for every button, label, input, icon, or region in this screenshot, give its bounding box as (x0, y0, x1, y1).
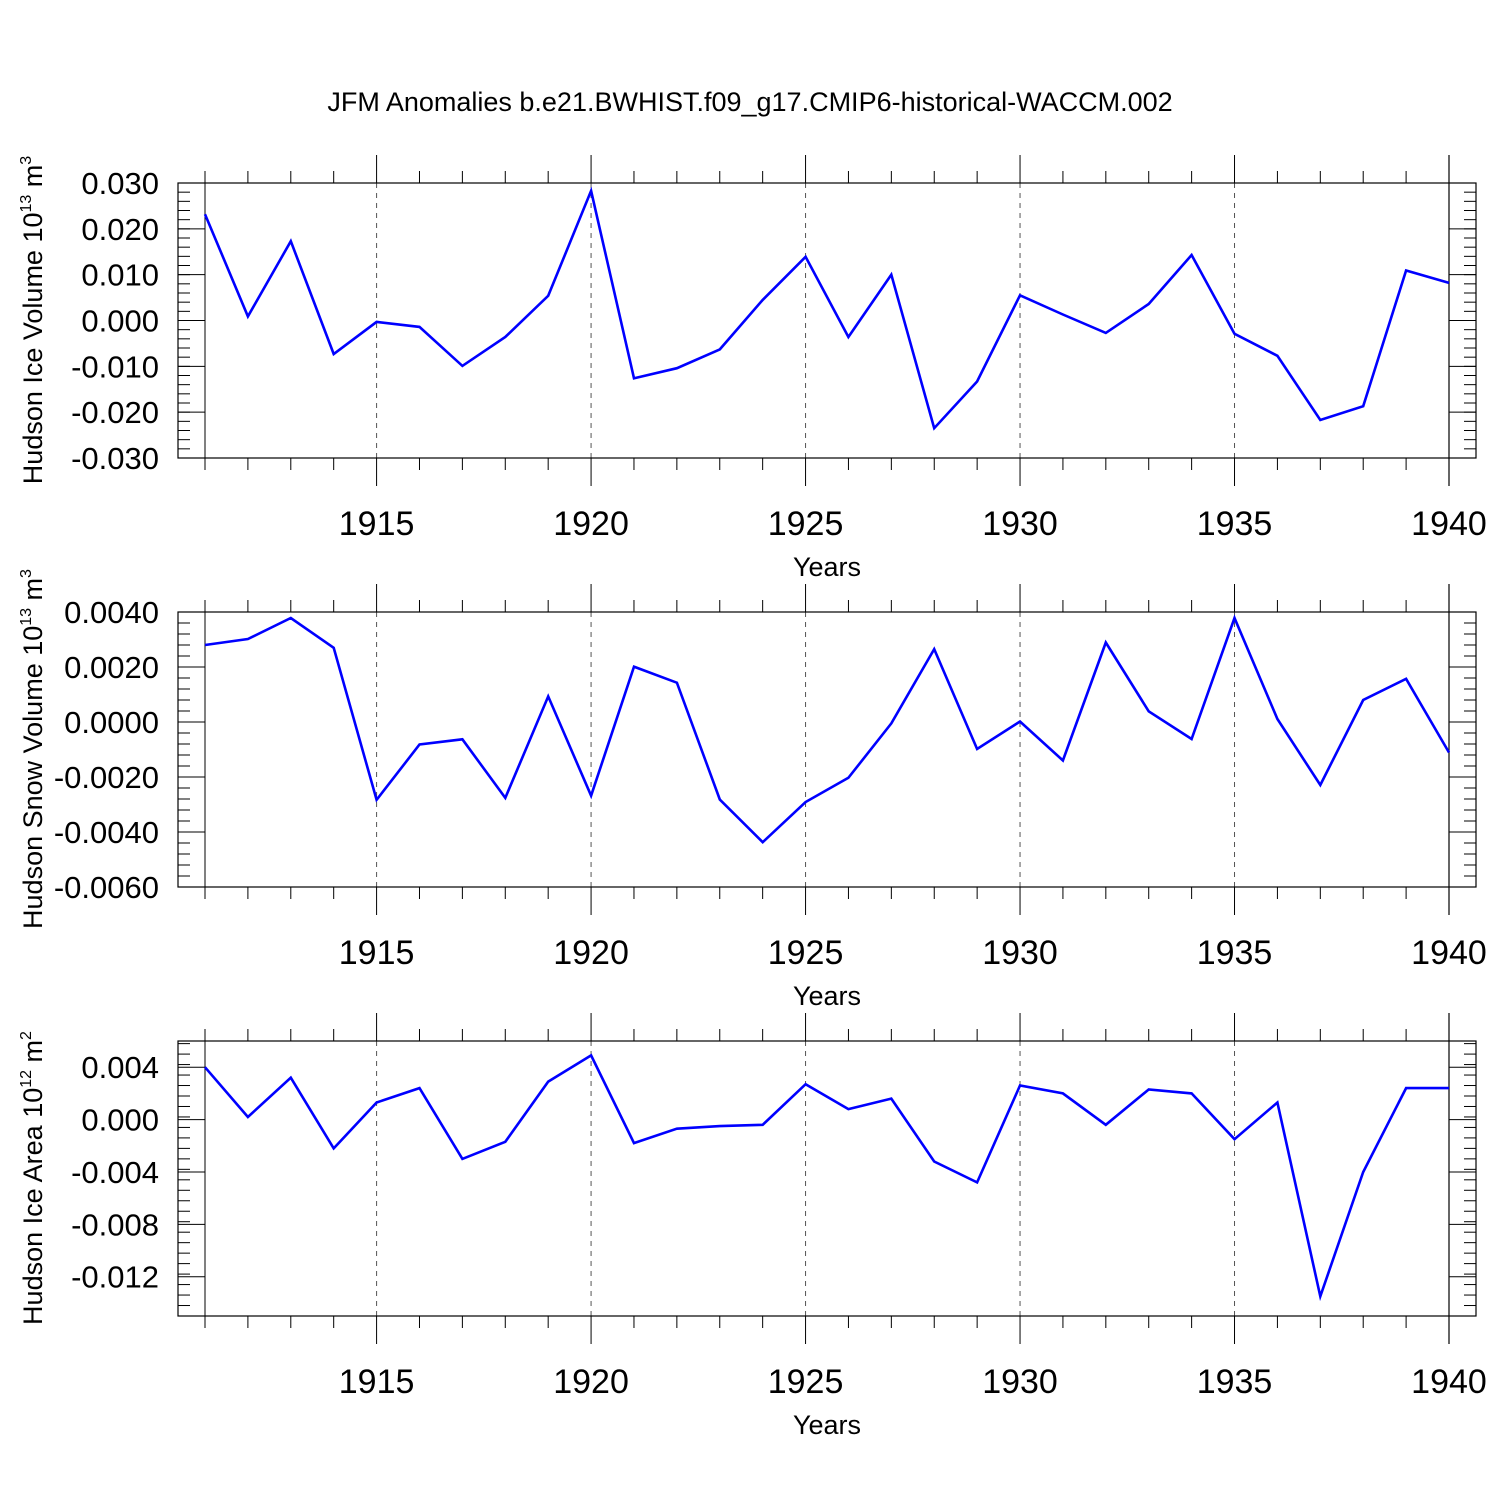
series-line (204, 1053, 1449, 1302)
x-tick-label: 1920 (553, 934, 629, 972)
x-tick-label: 1915 (339, 934, 415, 972)
y-tick-label: 0.004 (81, 1050, 159, 1085)
x-tick-label: 1930 (982, 505, 1058, 543)
y-tick-label: -0.0060 (54, 870, 159, 905)
series-line (204, 614, 1451, 845)
plot-frame (177, 611, 1477, 888)
x-tick-label: 1940 (1411, 505, 1487, 543)
series-line (203, 186, 1450, 431)
y-tick-label: 0.020 (81, 212, 159, 247)
y-tick-label: -0.0020 (54, 760, 159, 795)
figure-title: JFM Anomalies b.e21.BWHIST.f09_g17.CMIP6… (327, 87, 1172, 117)
x-tick-label: 1940 (1411, 934, 1487, 972)
y-axis-label: Hudson Ice Area 1012 m2 (18, 1031, 48, 1325)
x-tick-label: 1925 (768, 934, 844, 972)
x-axis-label: Years (793, 1410, 861, 1440)
y-tick-label: -0.012 (71, 1260, 159, 1295)
y-tick-label: 0.000 (81, 304, 159, 339)
y-tick-label: -0.0040 (54, 815, 159, 850)
y-tick-label: 0.0040 (64, 595, 159, 630)
x-axis-label: Years (793, 981, 861, 1011)
plot-frame (177, 182, 1477, 459)
x-tick-label: 1930 (982, 1363, 1058, 1401)
x-tick-label: 1925 (768, 1363, 844, 1401)
y-tick-label: -0.020 (71, 395, 159, 430)
x-tick-label: 1935 (1197, 934, 1273, 972)
y-tick-label: 0.000 (81, 1103, 159, 1138)
x-tick-label: 1915 (339, 505, 415, 543)
y-axis-label: Hudson Snow Volume 1013 m3 (18, 569, 48, 929)
x-tick-label: 1935 (1197, 1363, 1273, 1401)
chart-panel-1: 0.030 0.020 0.010 0.000 -0.010 -0.020 -0.030 19… (18, 155, 1487, 582)
x-tick-label: 1935 (1197, 505, 1273, 543)
chart-panel-2: 0.0040 0.0020 0.0000 -0.0020 -0.0040 -0.0060 1… (18, 569, 1487, 1011)
y-tick-label: -0.004 (71, 1155, 159, 1190)
x-tick-label: 1925 (768, 505, 844, 543)
x-axis-label: Years (793, 552, 861, 582)
y-tick-label: -0.008 (71, 1207, 159, 1242)
x-tick-label: 1930 (982, 934, 1058, 972)
y-tick-label: -0.030 (71, 441, 159, 476)
plot-frame (177, 1040, 1477, 1317)
x-tick-label: 1920 (553, 505, 629, 543)
x-tick-label: 1920 (553, 1363, 629, 1401)
y-tick-label: 0.010 (81, 258, 159, 293)
chart-panels: 0.030 0.020 0.010 0.000 -0.010 -0.020 -0.030 19… (18, 155, 1487, 1440)
y-tick-label: 0.0000 (64, 705, 159, 740)
x-tick-label: 1940 (1411, 1363, 1487, 1401)
y-tick-label: 0.0020 (64, 650, 159, 685)
y-tick-label: -0.010 (71, 349, 159, 384)
chart-panel-3: 0.004 0.000 -0.004 -0.008 -0.012 1915 1920 1925… (18, 1013, 1487, 1440)
x-tick-label: 1915 (339, 1363, 415, 1401)
y-axis-label: Hudson Ice Volume 1013 m3 (18, 156, 48, 484)
y-tick-label: 0.030 (81, 166, 159, 201)
